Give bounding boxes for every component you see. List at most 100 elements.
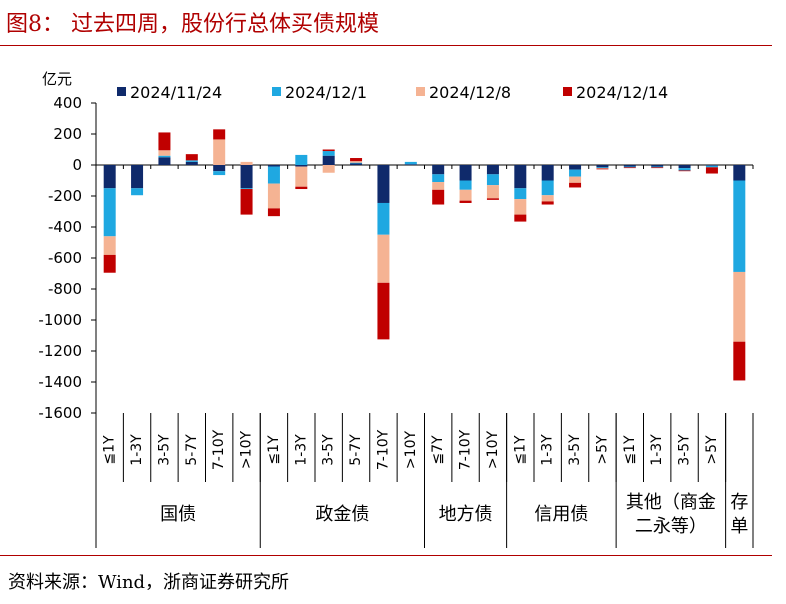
y-tick-label: -1400	[38, 373, 82, 391]
bar-segment	[596, 168, 609, 170]
legend-label: 2024/12/14	[576, 83, 668, 102]
category-label: 1-3Y	[293, 434, 309, 466]
group-label: 政金债	[315, 504, 369, 525]
bar-segment	[295, 154, 308, 165]
y-tick-label: 400	[53, 94, 82, 112]
group-label: 信用债	[534, 504, 588, 525]
category-label: 5-7Y	[348, 434, 364, 466]
bar-segment	[541, 201, 554, 205]
bar-segment	[705, 165, 718, 166]
bar-segment	[350, 161, 363, 163]
legend-swatch	[272, 87, 281, 96]
bar-segment	[705, 167, 718, 174]
bar-segment	[322, 165, 335, 173]
bar-segment	[596, 167, 609, 169]
category-label: 1-3Y	[649, 434, 665, 466]
bar-segment	[240, 165, 253, 189]
group-label: 存单	[730, 492, 748, 537]
bar-segment	[267, 166, 280, 184]
bar-segment	[541, 165, 554, 181]
bar-segment	[295, 165, 308, 167]
category-label: 3-5Y	[156, 434, 172, 466]
legend-swatch	[416, 87, 425, 96]
bar-segment	[103, 165, 116, 189]
y-tick-label: -1200	[38, 342, 82, 360]
bar-segment	[623, 166, 636, 168]
bar-segment	[322, 149, 335, 152]
y-tick-label: -1000	[38, 311, 82, 329]
category-label: 5-7Y	[184, 434, 200, 466]
bar-segment	[678, 165, 691, 169]
category-label: >10Y	[239, 431, 255, 470]
category-label: >5Y	[704, 435, 720, 465]
category-label: 7-10Y	[211, 429, 227, 470]
bar-segment	[459, 165, 472, 181]
bar-segment	[295, 166, 308, 187]
legend-label: 2024/12/1	[285, 83, 367, 102]
bar-segment	[596, 165, 609, 168]
category-label: >5Y	[594, 435, 610, 465]
y-tick-label: -200	[48, 187, 82, 205]
bar-segment	[569, 169, 582, 177]
bar-segment	[240, 189, 253, 215]
bar-segment	[432, 182, 445, 190]
bar-segment	[514, 188, 527, 200]
bar-segment	[213, 139, 226, 165]
bar-segment	[377, 202, 390, 235]
bar-segment	[432, 189, 445, 205]
category-label: ≦1Y	[266, 435, 282, 465]
title-rule	[0, 45, 772, 46]
bar-segment	[185, 154, 198, 161]
bar-segment	[404, 161, 417, 165]
category-label: ≦1Y	[102, 435, 118, 465]
group-label: 国债	[160, 504, 196, 525]
bar-segment	[350, 162, 363, 164]
y-tick-label: -400	[48, 218, 82, 236]
legend-label: 2024/11/24	[130, 83, 222, 102]
bar-segment	[185, 160, 198, 162]
group-label: 地方债	[439, 504, 493, 525]
bar-segment	[213, 165, 226, 172]
bar-segment	[213, 129, 226, 140]
bar-segment	[213, 171, 226, 176]
bar-segment	[651, 167, 664, 169]
bar-segment	[486, 185, 499, 199]
bar-segment	[322, 151, 335, 156]
bar-segment	[350, 163, 363, 165]
category-label: 1-3Y	[540, 434, 556, 466]
bar-segment	[322, 155, 335, 165]
bar-segment	[623, 167, 636, 169]
category-label: 7-10Y	[458, 429, 474, 470]
bar-segment	[185, 161, 198, 165]
bar-segment	[459, 189, 472, 201]
bar-segment	[131, 165, 144, 189]
legend: 2024/11/24 2024/12/1 2024/12/8 2024/12/14	[117, 83, 668, 102]
bar-segment	[514, 199, 527, 215]
y-tick-label: 200	[53, 125, 82, 143]
bar-segment	[459, 200, 472, 203]
bar-segment	[350, 158, 363, 162]
bar-segment	[404, 164, 417, 165]
bar-segment	[705, 165, 718, 168]
figure-title: 图8： 过去四周，股份行总体买债规模	[6, 12, 379, 37]
bar-segment	[486, 165, 499, 175]
source-rule	[0, 555, 772, 556]
bar-segment	[541, 180, 554, 196]
bars	[103, 129, 746, 381]
bar-segment	[623, 165, 636, 167]
source-note: 资料来源：Wind，浙商证券研究所	[8, 572, 290, 593]
bar-segment	[158, 155, 171, 158]
bar-segment	[569, 165, 582, 170]
bar-segment	[569, 182, 582, 188]
legend-swatch	[117, 87, 126, 96]
bar-segment	[240, 161, 253, 165]
category-label: 7-10Y	[375, 429, 391, 470]
category-label: >10Y	[485, 431, 501, 470]
bar-segment	[103, 254, 116, 273]
y-tick-label: -800	[48, 280, 82, 298]
group-label: 其他（商金二永等）	[626, 492, 716, 537]
bar-segment	[733, 341, 746, 381]
bar-segment	[267, 165, 280, 167]
y-tick-label: -600	[48, 249, 82, 267]
